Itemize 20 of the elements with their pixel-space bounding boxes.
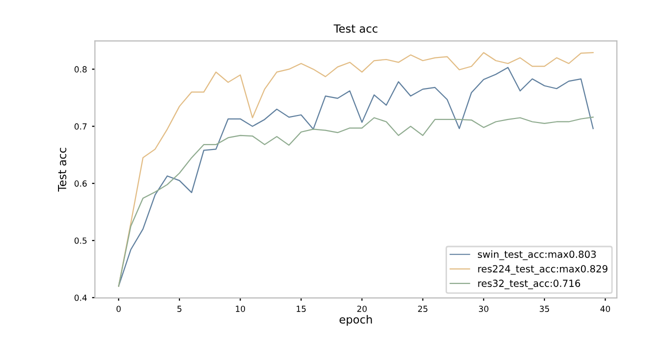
x-tick-label: 5 (177, 306, 182, 312)
x-tick-label: 10 (236, 306, 246, 312)
chart-title: Test acc (334, 24, 378, 33)
y-axis-title: Test acc (58, 148, 66, 192)
x-tick-label: 20 (357, 306, 367, 312)
y-tick-label: 0.4 (74, 294, 87, 301)
x-tick-label: 40 (600, 306, 610, 312)
y-tick-label: 0.8 (74, 66, 87, 72)
y-tick-label: 0.7 (74, 123, 87, 130)
x-tick-label: 15 (296, 306, 306, 312)
x-tick-label: 35 (540, 306, 550, 312)
y-tick-label: 0.5 (74, 237, 87, 244)
x-tick-label: 30 (478, 306, 488, 312)
y-tick-label: 0.6 (74, 180, 87, 187)
legend-label: res224_test_acc:max0.829 (478, 265, 608, 275)
legend-label: swin_test_acc:max0.803 (478, 250, 596, 260)
x-tick-label: 0 (116, 306, 121, 312)
legend-label: res32_test_acc:0.716 (478, 280, 580, 290)
x-tick-label: 25 (418, 306, 428, 312)
x-axis-title: epoch (340, 314, 372, 326)
